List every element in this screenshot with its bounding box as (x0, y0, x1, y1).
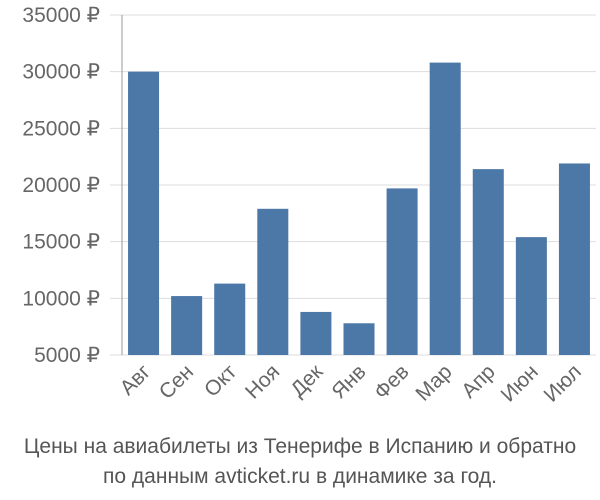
y-tick-label: 15000 ₽ (22, 231, 100, 254)
y-tick-label: 35000 ₽ (22, 4, 100, 27)
bar (128, 71, 160, 356)
x-tick-label: Окт (200, 360, 242, 402)
x-tick-label: Дек (286, 360, 328, 402)
x-tick-label: Авг (116, 360, 156, 400)
bar (472, 169, 504, 355)
bar (171, 296, 203, 355)
x-tick-label: Июл (540, 360, 586, 406)
bar (558, 163, 590, 355)
y-tick-label: 30000 ₽ (22, 61, 100, 84)
bar (386, 188, 418, 355)
x-tick-label: Сен (155, 360, 198, 403)
x-tick-label: Апр (457, 360, 499, 402)
x-tick-label: Ноя (241, 360, 284, 403)
chart-caption-line-2: по данным avticket.ru в динамике за год. (103, 465, 497, 488)
bar-layer (128, 62, 590, 356)
bar (515, 237, 547, 355)
bar (343, 323, 375, 355)
x-tick-label: Янв (327, 360, 370, 403)
bar (214, 283, 246, 355)
x-tick-label: Июн (497, 360, 543, 406)
chart-caption-line-1: Цены на авиабилеты из Тенерифе в Испанию… (23, 435, 577, 458)
bar (429, 62, 461, 355)
y-tick-label: 20000 ₽ (22, 174, 100, 197)
x-tick-label: Фев (370, 360, 414, 404)
bar (257, 208, 289, 355)
bar (300, 311, 332, 355)
y-tick-labels: 5000 ₽ 10000 ₽ 15000 ₽ 20000 ₽ 25000 ₽ 30000 … (22, 4, 100, 367)
y-tick-label: 25000 ₽ (22, 117, 100, 140)
y-tick-label: 10000 ₽ (22, 287, 100, 310)
bar-chart: 5000 ₽ 10000 ₽ 15000 ₽ 20000 ₽ 25000 ₽ 30000 … (22, 4, 596, 407)
x-tick-label: Мар (411, 360, 456, 405)
y-tick-label: 5000 ₽ (34, 344, 100, 367)
